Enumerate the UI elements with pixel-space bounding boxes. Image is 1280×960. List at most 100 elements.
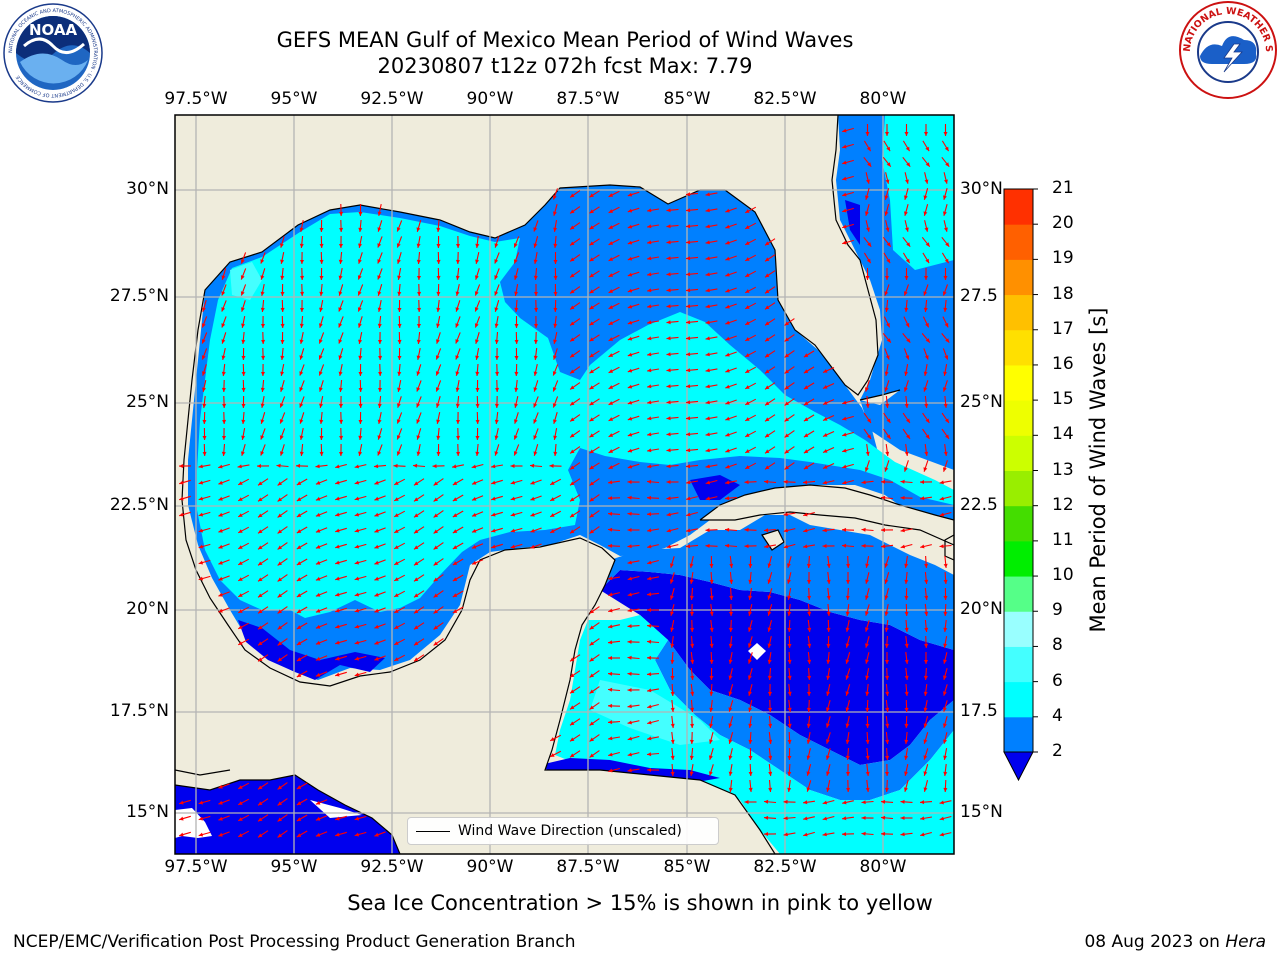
wind-wave-arrowhead: [433, 497, 438, 502]
wind-wave-arrowhead: [803, 544, 808, 549]
colorbar-tick-label: 10: [1052, 565, 1074, 586]
wind-wave-arrowhead: [296, 577, 302, 581]
wind-wave-arrowhead: [627, 768, 632, 773]
wind-wave-arrowhead: [315, 656, 321, 661]
wind-wave-arrowhead: [822, 528, 827, 533]
wind-wave-arrowhead: [806, 787, 811, 792]
wind-wave-arrowhead: [435, 355, 440, 360]
wind-wave-arrowhead: [335, 496, 340, 501]
wind-wave-arrowhead: [589, 481, 594, 486]
wind-wave-arrowhead: [533, 243, 538, 248]
wind-wave-arrowhead: [904, 579, 909, 584]
footer-date-text: 08 Aug 2023 on: [1084, 932, 1226, 952]
wind-wave-arrowhead: [784, 449, 789, 454]
wind-wave-arrowhead: [885, 355, 890, 360]
wind-wave-arrowhead: [647, 479, 652, 484]
lat-label-right: 15°N: [960, 802, 1003, 822]
wind-wave-arrowhead: [686, 256, 691, 261]
wind-wave-arrowhead: [258, 785, 263, 790]
wind-wave-arrowhead: [549, 463, 554, 468]
wind-wave-arrowhead: [881, 815, 886, 820]
lat-label-right: 30°N: [960, 179, 1003, 199]
wind-wave-arrowhead: [339, 227, 344, 232]
wind-wave-arrowhead: [240, 275, 245, 280]
wind-wave-arrowhead: [666, 272, 671, 277]
wind-wave-arrowhead: [886, 162, 891, 167]
wind-wave-arrowhead: [553, 227, 558, 232]
wind-wave-arrowhead: [238, 481, 243, 485]
wind-wave-arrowhead: [822, 480, 827, 485]
wind-wave-arrowhead: [198, 496, 204, 501]
wind-wave-arrowhead: [198, 832, 204, 837]
wind-wave-arrowhead: [455, 291, 460, 296]
wind-wave-arrowhead: [861, 831, 866, 836]
colorbar-segment: [1004, 646, 1033, 683]
wind-wave-arrowhead: [338, 275, 343, 280]
wind-wave-arrowhead: [705, 528, 710, 533]
wind-wave-arrowhead: [455, 307, 460, 312]
wind-wave-arrowhead: [608, 527, 613, 532]
wind-wave-arrowhead: [764, 815, 769, 820]
wind-wave-arrowhead: [608, 592, 613, 597]
wind-wave-arrowhead: [513, 435, 518, 440]
wind-wave-arrowhead: [277, 481, 282, 486]
wind-wave-arrowhead: [354, 576, 360, 581]
wind-wave-arrowhead: [179, 496, 184, 501]
wind-wave-arrowhead: [787, 723, 792, 728]
wind-wave-arrowhead: [280, 387, 284, 392]
wind-wave-arrowhead: [258, 657, 263, 662]
lon-label-bottom: 82.5°W: [753, 857, 817, 877]
wind-wave-arrowhead: [494, 275, 499, 280]
wind-wave-arrowhead: [198, 464, 203, 469]
nws-logo: NATIONAL WEATHER SERVICE: [1174, 0, 1278, 104]
wind-wave-arrowhead: [553, 211, 557, 216]
wind-wave-arrowhead: [258, 545, 263, 550]
wind-wave-arrowhead: [378, 371, 383, 376]
wind-wave-arrowhead: [767, 579, 772, 584]
wind-wave-arrowhead: [783, 512, 788, 517]
wind-wave-arrowhead: [745, 257, 750, 261]
wind-wave-arrowhead: [241, 419, 246, 424]
wind-wave-arrowhead: [885, 403, 890, 408]
wind-wave-arrowhead: [179, 816, 184, 821]
wind-wave-arrowhead: [647, 608, 651, 612]
wind-wave-arrowhead: [884, 467, 889, 472]
lon-label-bottom: 95°W: [270, 857, 318, 877]
wind-wave-arrowhead: [374, 544, 379, 549]
wind-wave-arrowhead: [689, 755, 694, 760]
wind-wave-arrowhead: [764, 544, 769, 549]
wind-wave-arrowhead: [397, 308, 402, 312]
wind-wave-arrowhead: [686, 304, 691, 309]
wind-wave-arrowhead: [768, 707, 773, 712]
wind-wave-arrowhead: [514, 324, 519, 328]
wind-wave-arrowhead: [241, 371, 246, 376]
wind-wave-arrowhead: [433, 561, 438, 566]
wind-wave-arrowhead: [179, 464, 183, 468]
wind-wave-arrowhead: [198, 576, 204, 581]
wind-wave-arrowhead: [238, 785, 243, 789]
wind-wave-arrowhead: [472, 496, 477, 501]
wind-wave-arrowhead: [923, 787, 928, 792]
wind-wave-arrowhead: [666, 304, 671, 309]
wind-wave-arrowhead: [865, 643, 869, 648]
wind-wave-arrowhead: [354, 672, 360, 677]
wind-wave-arrowhead: [885, 227, 890, 232]
wind-wave-arrowhead: [258, 625, 263, 630]
wind-wave-arrowhead: [374, 464, 379, 469]
wind-wave-arrowhead: [452, 497, 458, 501]
caribbean-period-2-4: [600, 515, 954, 650]
wind-wave-arrowhead: [943, 307, 948, 312]
wind-wave-arrowhead: [666, 544, 671, 549]
wind-wave-arrowhead: [865, 724, 870, 728]
colorbar-segment: [1004, 681, 1033, 718]
wind-wave-arrowhead: [767, 675, 772, 680]
wind-wave-arrowhead: [768, 755, 773, 760]
wind-wave-arrowhead: [377, 419, 382, 424]
wind-wave-arrowhead: [277, 833, 282, 838]
wind-wave-arrowhead: [335, 640, 340, 645]
wind-wave-arrowhead: [589, 721, 594, 726]
wind-wave-arrowhead: [670, 691, 675, 696]
wind-wave-arrowhead: [260, 275, 265, 280]
wind-wave-arrowhead: [900, 479, 905, 484]
wind-wave-arrowhead: [221, 291, 226, 296]
